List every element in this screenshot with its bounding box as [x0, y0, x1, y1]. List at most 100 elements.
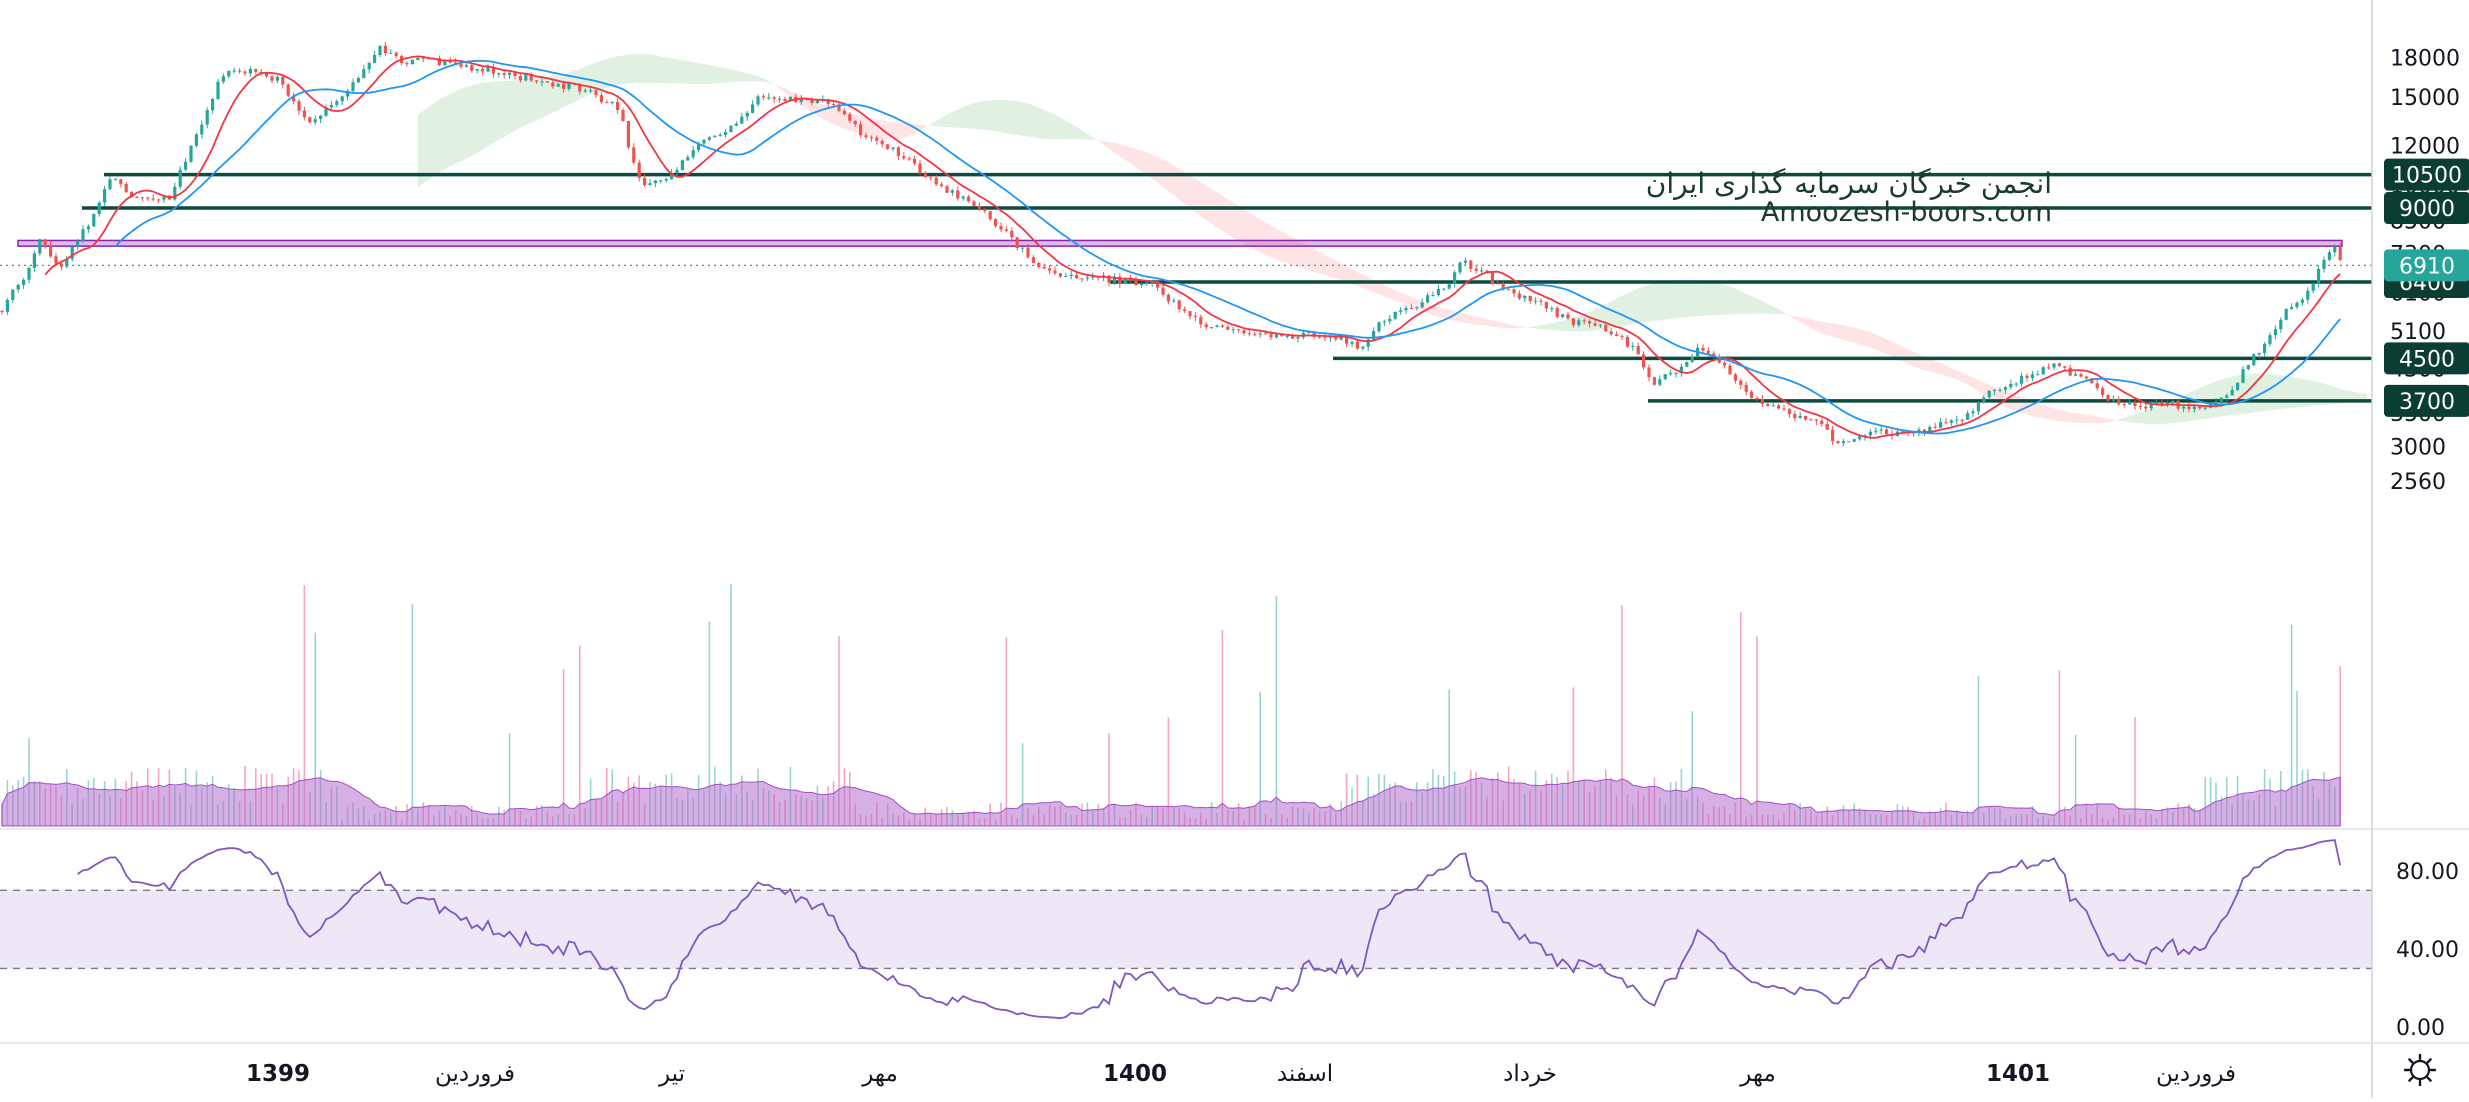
- y-tick-label: 3000: [2390, 435, 2446, 460]
- candle-body: [837, 104, 841, 111]
- cloud-segment: [1103, 140, 1109, 149]
- candle-body: [1982, 397, 1986, 403]
- candle-body: [524, 74, 528, 81]
- resistance-zone: [17, 239, 2343, 247]
- candle-body: [297, 101, 301, 111]
- cloud-segment: [671, 58, 677, 84]
- candle-body: [1674, 373, 1678, 375]
- cloud-segment: [1411, 297, 1417, 309]
- candle-body: [1717, 356, 1721, 363]
- cloud-segment: [1200, 182, 1207, 221]
- cloud-segment: [1146, 152, 1153, 179]
- candle-body: [286, 84, 290, 96]
- cloud-segment: [876, 119, 883, 139]
- candle-body: [2138, 405, 2142, 407]
- level-badge-4500: 4500: [2399, 347, 2455, 372]
- candle-body: [810, 98, 814, 103]
- candle-body: [1998, 389, 2002, 391]
- cloud-segment: [1670, 279, 1676, 319]
- candle-body: [2268, 335, 2272, 344]
- volume-bar: [838, 636, 840, 826]
- candle-body: [1955, 419, 1959, 421]
- candle-body: [2111, 399, 2115, 401]
- candle-body: [1507, 288, 1511, 290]
- candle-body: [2095, 383, 2099, 389]
- cloud-segment: [768, 81, 775, 85]
- cloud-segment: [741, 71, 748, 82]
- candle-body: [832, 104, 836, 106]
- candle-body: [1415, 307, 1419, 309]
- candle-body: [254, 69, 258, 72]
- horizontal-levels[interactable]: [0, 172, 2372, 403]
- candle-body: [2333, 246, 2337, 253]
- cloud-segment: [1703, 280, 1709, 316]
- candle-body: [578, 84, 582, 92]
- cloud-segment: [1730, 286, 1736, 315]
- cloud-segment: [471, 84, 478, 156]
- candle-body: [1042, 267, 1046, 269]
- cloud-segment: [450, 91, 456, 167]
- candle-body: [1280, 334, 1284, 337]
- candle-body: [1328, 337, 1332, 339]
- volume-bar: [303, 585, 306, 826]
- cloud-segment: [623, 54, 629, 85]
- candle-body: [151, 198, 155, 200]
- candle-body: [632, 147, 636, 163]
- candle-body: [1555, 308, 1559, 317]
- x-tick-label: فروردین: [2156, 1061, 2236, 1087]
- cloud-segment: [1632, 288, 1639, 324]
- volume-bar: [562, 669, 565, 826]
- rsi-tick-label: 80.00: [2396, 860, 2459, 885]
- candle-body: [1291, 335, 1295, 339]
- cloud-segment: [2108, 418, 2114, 423]
- cloud-segment: [1303, 242, 1309, 271]
- volume-bar: [2074, 734, 2077, 826]
- candle-body: [1885, 429, 1889, 435]
- candle-body: [1372, 331, 1376, 340]
- volume-bar: [1167, 717, 1170, 826]
- candle-body: [1112, 276, 1116, 283]
- cloud-segment: [1330, 257, 1336, 279]
- candle-body: [1366, 339, 1370, 347]
- candle-body: [281, 76, 285, 85]
- candle-body: [556, 83, 560, 87]
- time-axis: 1399 فروردین تیر مهر 1400 اسفند خرداد مهر 1401 فر…: [0, 1042, 2469, 1087]
- candle-body: [2236, 382, 2240, 390]
- candle-body: [675, 169, 679, 174]
- candle-body: [1242, 330, 1246, 334]
- candle-body: [373, 55, 377, 64]
- cloud-segment: [1519, 326, 1525, 329]
- candle-body: [1269, 334, 1273, 338]
- cloud-segment: [920, 124, 926, 131]
- candle-body: [1631, 346, 1635, 348]
- cloud-segment: [1292, 237, 1298, 267]
- cloud-segment: [2145, 408, 2152, 424]
- cloud-segment: [698, 62, 704, 85]
- candle-body: [1231, 329, 1235, 331]
- candle-body: [421, 57, 425, 59]
- candle-body: [2047, 367, 2051, 369]
- candle-body: [826, 99, 830, 105]
- cloud-segment: [974, 101, 980, 130]
- candle-body: [2290, 307, 2294, 310]
- candle-body: [929, 177, 933, 179]
- candle-body: [2068, 367, 2072, 376]
- candle-body: [5, 299, 9, 312]
- candle-body: [2246, 365, 2250, 370]
- candle-body: [1609, 331, 1613, 335]
- candle-body: [842, 110, 846, 115]
- cloud-segment: [1956, 370, 1963, 382]
- candle-body: [513, 72, 517, 77]
- candle-body: [497, 73, 501, 75]
- candle-body: [184, 161, 188, 170]
- candle-body: [437, 58, 441, 65]
- cloud-segment: [493, 81, 499, 144]
- candle-body: [302, 110, 306, 118]
- candle-body: [1804, 415, 1808, 420]
- candle-body: [605, 102, 609, 104]
- candle-body: [859, 124, 863, 136]
- cloud-segment: [1314, 248, 1320, 274]
- candle-body: [1426, 295, 1430, 303]
- candle-body: [2295, 302, 2299, 308]
